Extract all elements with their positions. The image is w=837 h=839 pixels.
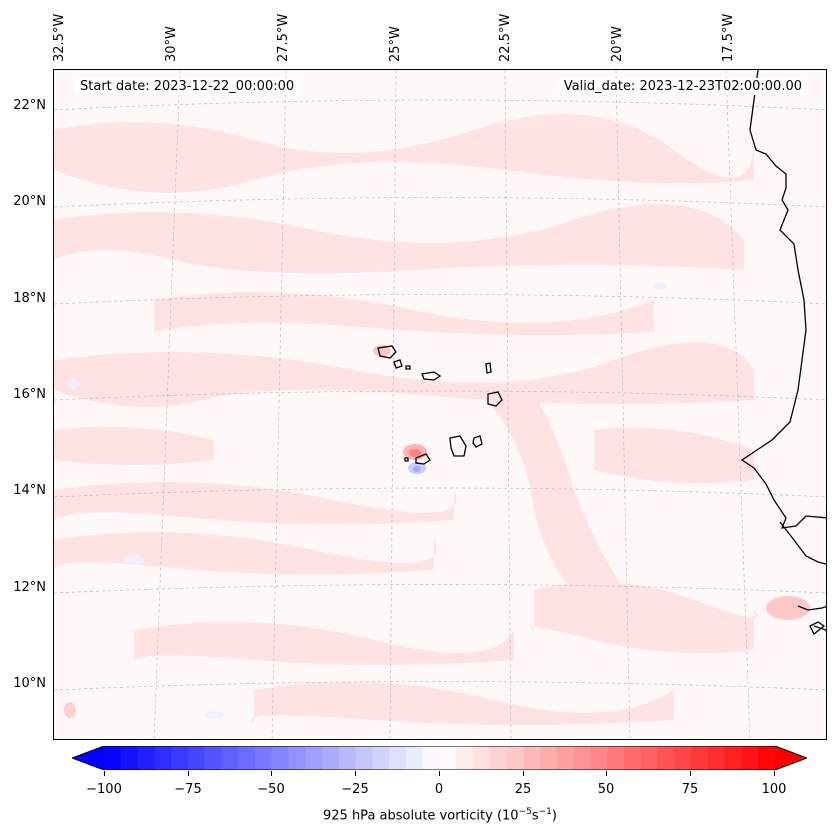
lon-label: 25°W [388, 26, 403, 62]
negative-vorticity-field [68, 282, 666, 719]
colorbar-segment [607, 746, 625, 770]
colorbar-segment [590, 746, 608, 770]
lat-label: 18°N [13, 291, 46, 306]
colorbar-segment [204, 746, 223, 770]
coastline [740, 70, 826, 636]
colorbar-segment [674, 746, 692, 770]
colorbar [70, 745, 809, 771]
colorbar-segment [640, 746, 659, 770]
colorbar-segment [154, 746, 172, 770]
lat-label: 20°N [13, 194, 46, 209]
colorbar-segment [254, 746, 273, 770]
colorbar-segment [707, 746, 726, 770]
colorbar-segment [741, 746, 759, 770]
colorbar-tickmark [104, 771, 105, 776]
colorbar-segment [758, 746, 776, 770]
colorbar-tick-label: −50 [257, 782, 285, 797]
islands [377, 345, 503, 465]
colorbar-segment [104, 746, 122, 770]
lon-label: 20°W [610, 26, 625, 62]
colorbar-segment [657, 746, 675, 770]
colorbar-tick-label: 50 [597, 782, 615, 797]
colorbar-tickmark [606, 771, 607, 776]
colorbar-segment [238, 746, 256, 770]
colorbar-segment [389, 746, 407, 770]
colorbar-tickmark [523, 771, 524, 776]
colorbar-segment [305, 746, 323, 770]
colorbar-segment [473, 746, 491, 770]
colorbar-segment [422, 746, 441, 770]
colorbar-segment [372, 746, 390, 770]
gridlines [54, 70, 826, 739]
colorbar-tick-label: 75 [681, 782, 699, 797]
colorbar-segment [489, 746, 508, 770]
colorbar-segment [221, 746, 239, 770]
colorbar-segment [405, 746, 424, 770]
lat-label: 14°N [13, 483, 46, 498]
colorbar-tick-label: −75 [174, 782, 202, 797]
colorbar-segment [523, 746, 541, 770]
lat-label: 12°N [13, 580, 46, 595]
colorbar-segment [556, 746, 575, 770]
colorbar-tick-label: −25 [341, 782, 369, 797]
colorbar-tickmark [355, 771, 356, 776]
lat-label: 16°N [13, 387, 46, 402]
lon-label: 17.5°W [721, 13, 736, 62]
colorbar-tick-label: 25 [514, 782, 532, 797]
colorbar-segment [439, 746, 457, 770]
lat-label: 10°N [13, 676, 46, 691]
colorbar-segment [322, 746, 340, 770]
colorbar-segment [137, 746, 155, 770]
colorbar-tickmark [188, 771, 189, 776]
lat-label: 22°N [13, 98, 46, 113]
lon-label: 30°W [164, 26, 179, 62]
lon-label: 32.5°W [52, 13, 67, 62]
colorbar-segment [171, 746, 189, 770]
lon-label: 27.5°W [276, 13, 291, 62]
colorbar-segment [724, 746, 743, 770]
colorbar-tickmark [439, 771, 440, 776]
colorbar-segment [540, 746, 558, 770]
colorbar-tickmark [774, 771, 775, 776]
colorbar-min-extension [72, 746, 104, 770]
colorbar-tick-label: 100 [761, 782, 787, 797]
colorbar-max-extension [775, 746, 807, 770]
vorticity-field [54, 114, 758, 725]
colorbar-segment [271, 746, 290, 770]
start-date-label: Start date: 2023-12-22_00:00:00 [74, 78, 301, 95]
valid-date-label: Valid_date: 2023-12-23T02:00:00.00 [557, 78, 808, 95]
colorbar-segment [456, 746, 474, 770]
colorbar-tick-label: −100 [86, 782, 122, 797]
colorbar-segment [573, 746, 592, 770]
map-panel[interactable]: Start date: 2023-12-22_00:00:00 Valid_da… [53, 69, 827, 740]
colorbar-tickmark [271, 771, 272, 776]
colorbar-segment [691, 746, 709, 770]
colorbar-segment [355, 746, 373, 770]
colorbar-segment [506, 746, 524, 770]
colorbar-segment [288, 746, 306, 770]
colorbar-segment [187, 746, 206, 770]
colorbar-segment [338, 746, 357, 770]
colorbar-segment [120, 746, 139, 770]
colorbar-segment [624, 746, 642, 770]
colorbar-gradient [70, 745, 809, 771]
colorbar-label: 925 hPa absolute vorticity (10−5s−1) [323, 807, 557, 824]
vorticity-map [54, 70, 826, 739]
colorbar-tickmark [690, 771, 691, 776]
lon-label: 22.5°W [498, 13, 513, 62]
colorbar-tick-label: 0 [434, 782, 444, 797]
